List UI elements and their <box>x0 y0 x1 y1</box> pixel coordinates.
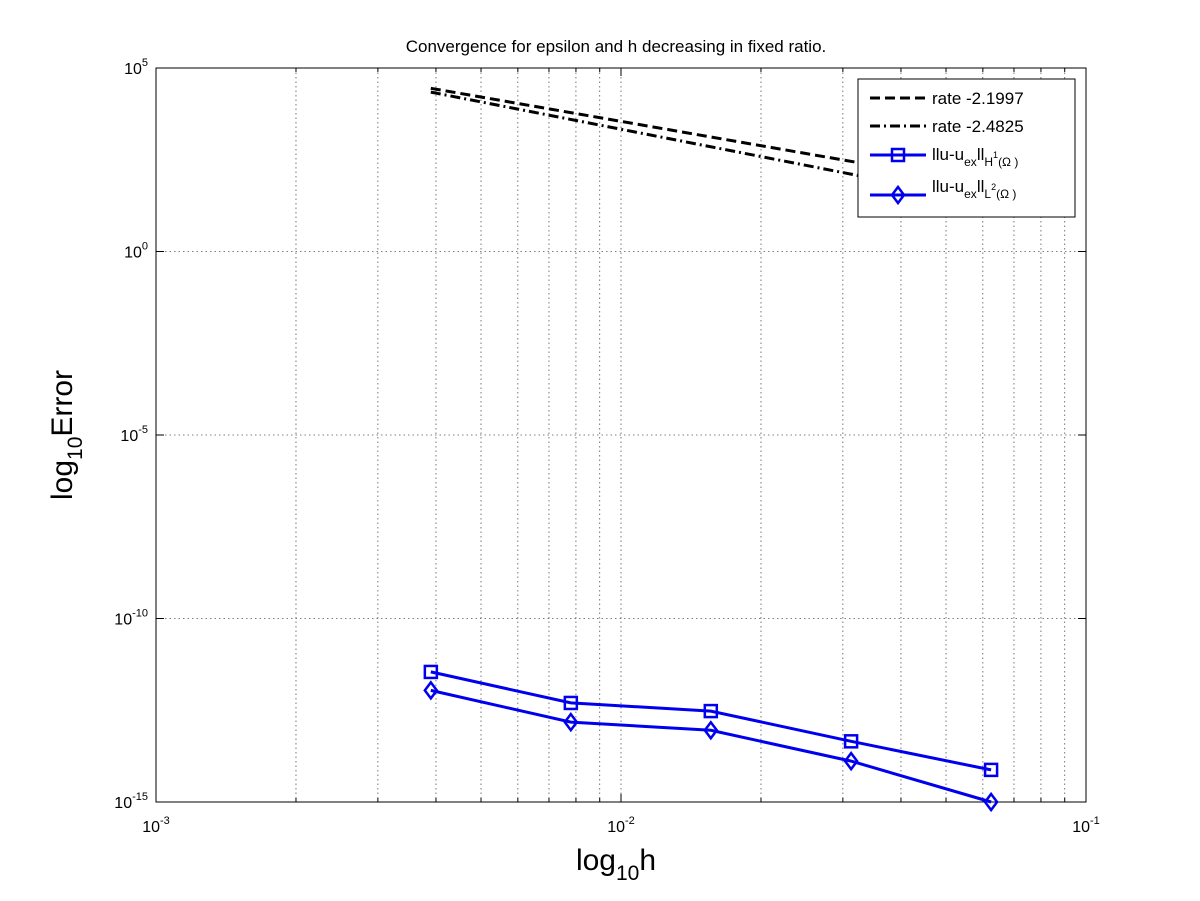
series-line <box>430 670 992 772</box>
x-tick-label: 10-1 <box>1072 815 1100 836</box>
y-axis-label-main: log <box>46 460 79 500</box>
series-4 <box>423 680 999 813</box>
y-tick-exponent: 5 <box>142 57 148 69</box>
y-tick-exponent: -10 <box>132 608 148 620</box>
legend-l2-space: L <box>984 187 991 201</box>
x-tick-base: 10 <box>1072 819 1090 836</box>
legend-label-l2: llu-uexllL2(Ω ) <box>932 177 1016 201</box>
y-tick-label: 10-15 <box>114 791 148 812</box>
legend-label-h1: llu-uexllH1(Ω ) <box>932 145 1018 169</box>
data-point-square <box>843 734 859 749</box>
y-axis-label: log10Error <box>46 370 87 500</box>
y-tick-exponent: -5 <box>138 424 148 436</box>
x-tick-base: 10 <box>142 819 160 836</box>
legend-h1-mid: ll <box>977 145 985 164</box>
data-point-square <box>423 664 439 680</box>
legend-l2-sup: 2 <box>991 182 996 192</box>
series-3 <box>423 664 999 778</box>
y-tick-exponent: -15 <box>132 791 148 803</box>
y-tick-label: 100 <box>124 241 148 262</box>
legend-h1-sub: ex <box>964 155 977 169</box>
legend-h1-space: H <box>984 155 993 169</box>
data-point-diamond <box>423 680 439 701</box>
y-tick-base: 10 <box>120 428 138 445</box>
y-tick-base: 10 <box>124 245 142 262</box>
x-axis-label: log10h <box>576 844 656 885</box>
y-tick-label: 10-10 <box>114 608 148 629</box>
legend-l2-domain: (Ω ) <box>996 187 1016 201</box>
y-tick-label: 10-5 <box>120 424 148 445</box>
x-axis-label-main: log <box>576 844 616 877</box>
legend-label-rate-2: rate -2.4825 <box>932 117 1024 136</box>
x-tick-exponent: -2 <box>625 815 635 827</box>
legend-l2-mid: ll <box>977 177 985 196</box>
legend-h1-main: llu-u <box>932 145 964 164</box>
x-tick-labels: 10-3 10-2 10-1 <box>142 815 1100 836</box>
data-point-square <box>563 695 579 711</box>
data-point-square <box>703 703 719 719</box>
chart-title: Convergence for epsilon and h decreasing… <box>406 37 827 56</box>
x-tick-label: 10-2 <box>607 815 635 836</box>
x-axis-label-rest: h <box>639 844 656 877</box>
y-axis-label-sub: 10 <box>64 437 87 460</box>
legend-item-l2-error: llu-uexllL2(Ω ) <box>870 177 1016 206</box>
y-tick-base: 10 <box>114 795 132 812</box>
y-tick-label: 105 <box>124 57 148 78</box>
series-line <box>430 688 992 804</box>
y-tick-base: 10 <box>114 612 132 629</box>
data-point-diamond <box>983 791 999 813</box>
y-tick-exponent: 0 <box>142 241 148 253</box>
data-point-diamond <box>563 712 579 733</box>
y-tick-base: 10 <box>124 61 142 78</box>
x-tick-exponent: -1 <box>1090 815 1100 827</box>
legend-item-rate-2: rate -2.4825 <box>870 117 1024 136</box>
legend-square-marker <box>890 147 906 163</box>
data-point-diamond <box>703 720 719 741</box>
legend-h1-domain: (Ω ) <box>998 155 1018 169</box>
data-point-diamond <box>843 751 859 772</box>
legend-h1-sup: 1 <box>993 150 998 160</box>
x-axis-label-sub: 10 <box>616 862 639 885</box>
legend-l2-sub: ex <box>964 187 977 201</box>
legend: rate -2.1997 rate -2.4825 llu-uexllH1(Ω … <box>857 78 1076 218</box>
legend-diamond-marker <box>890 184 906 206</box>
legend-item-h1-error: llu-uexllH1(Ω ) <box>870 145 1018 169</box>
legend-item-rate-1: rate -2.1997 <box>870 89 1024 108</box>
x-tick-base: 10 <box>607 819 625 836</box>
x-tick-label: 10-3 <box>142 815 170 836</box>
legend-l2-main: llu-u <box>932 177 964 196</box>
y-axis-label-rest: Error <box>46 370 79 437</box>
data-point-square <box>983 762 999 778</box>
legend-label-rate-1: rate -2.1997 <box>932 89 1024 108</box>
x-tick-exponent: -3 <box>160 815 170 827</box>
